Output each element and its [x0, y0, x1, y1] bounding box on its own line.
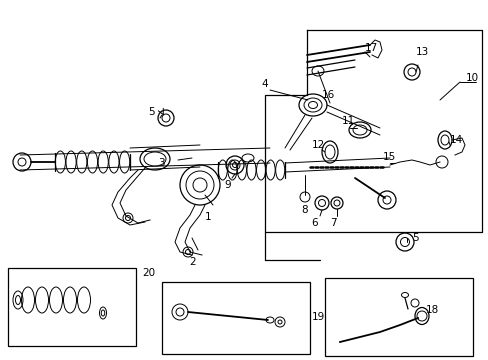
- Text: 16: 16: [321, 90, 335, 100]
- Text: 4: 4: [261, 79, 268, 89]
- Text: 19: 19: [311, 312, 325, 322]
- Text: 7: 7: [329, 218, 336, 228]
- Text: 10: 10: [465, 73, 478, 83]
- Text: 12: 12: [311, 140, 325, 150]
- Text: 14: 14: [449, 135, 462, 145]
- Text: 15: 15: [382, 152, 395, 162]
- Text: 11: 11: [341, 116, 354, 126]
- Text: 5: 5: [411, 233, 418, 243]
- Text: 2: 2: [189, 257, 196, 267]
- Bar: [162, 282, 309, 354]
- Text: 6: 6: [311, 218, 318, 228]
- Text: 9: 9: [224, 180, 231, 190]
- Text: 5: 5: [148, 107, 154, 117]
- Text: 1: 1: [204, 212, 211, 222]
- Text: 8: 8: [301, 205, 307, 215]
- Text: 13: 13: [415, 47, 428, 57]
- Text: 18: 18: [425, 305, 438, 315]
- Text: 17: 17: [364, 43, 378, 53]
- Bar: [8, 268, 136, 346]
- Text: 3: 3: [158, 158, 164, 168]
- Text: 20: 20: [142, 268, 155, 278]
- Bar: [325, 278, 472, 356]
